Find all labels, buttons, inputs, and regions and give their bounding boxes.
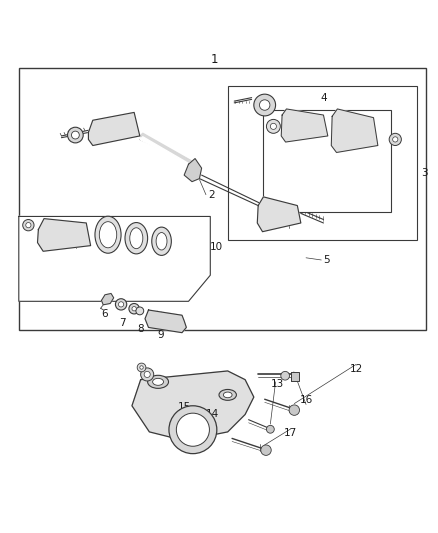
Circle shape — [141, 368, 154, 381]
Circle shape — [144, 372, 150, 377]
Circle shape — [169, 406, 217, 454]
Polygon shape — [145, 310, 186, 333]
Circle shape — [118, 302, 124, 307]
Ellipse shape — [223, 392, 232, 398]
Polygon shape — [184, 158, 201, 182]
Circle shape — [261, 445, 271, 455]
Polygon shape — [132, 371, 254, 441]
Text: 14: 14 — [206, 409, 219, 418]
Text: 2: 2 — [208, 190, 215, 200]
Circle shape — [289, 405, 300, 415]
Circle shape — [389, 133, 401, 146]
Bar — [19, 68, 426, 329]
Polygon shape — [19, 216, 210, 301]
Text: 4: 4 — [320, 93, 327, 103]
Polygon shape — [38, 219, 91, 251]
Bar — [228, 86, 417, 240]
Text: 6: 6 — [101, 309, 108, 319]
Ellipse shape — [130, 228, 143, 249]
Polygon shape — [140, 137, 195, 171]
Circle shape — [270, 123, 276, 130]
Circle shape — [137, 363, 146, 372]
Ellipse shape — [95, 216, 121, 253]
Text: 17: 17 — [284, 428, 297, 438]
Ellipse shape — [125, 223, 148, 254]
Circle shape — [116, 298, 127, 310]
Ellipse shape — [152, 227, 171, 255]
Text: 11: 11 — [125, 240, 139, 251]
Text: 9: 9 — [157, 330, 164, 340]
Ellipse shape — [219, 390, 237, 400]
Polygon shape — [140, 133, 195, 166]
Polygon shape — [88, 112, 140, 146]
Polygon shape — [331, 109, 378, 152]
Circle shape — [177, 413, 209, 446]
Polygon shape — [102, 294, 114, 305]
Ellipse shape — [156, 232, 167, 250]
Ellipse shape — [152, 378, 163, 385]
Circle shape — [71, 131, 79, 139]
Circle shape — [266, 425, 274, 433]
Circle shape — [281, 372, 290, 380]
Polygon shape — [257, 197, 301, 232]
Circle shape — [132, 306, 136, 311]
Circle shape — [259, 100, 270, 110]
Text: 13: 13 — [271, 379, 284, 389]
Text: 3: 3 — [421, 168, 428, 178]
Circle shape — [140, 366, 143, 369]
Ellipse shape — [99, 222, 117, 248]
Circle shape — [26, 223, 31, 228]
Text: 5: 5 — [323, 255, 330, 265]
Circle shape — [129, 303, 139, 314]
Text: 8: 8 — [138, 324, 144, 334]
Circle shape — [254, 94, 276, 116]
Ellipse shape — [148, 375, 169, 389]
Text: 16: 16 — [300, 395, 313, 405]
Bar — [291, 372, 299, 381]
Text: 7: 7 — [119, 318, 125, 328]
Text: 1: 1 — [211, 53, 219, 66]
Circle shape — [67, 127, 83, 143]
Text: 12: 12 — [350, 364, 363, 374]
Text: 15: 15 — [177, 402, 191, 412]
Circle shape — [392, 137, 398, 142]
Circle shape — [23, 220, 34, 231]
Bar — [262, 110, 391, 212]
Circle shape — [136, 307, 144, 315]
Text: 10: 10 — [210, 242, 223, 252]
Circle shape — [266, 119, 280, 133]
Polygon shape — [281, 109, 328, 142]
